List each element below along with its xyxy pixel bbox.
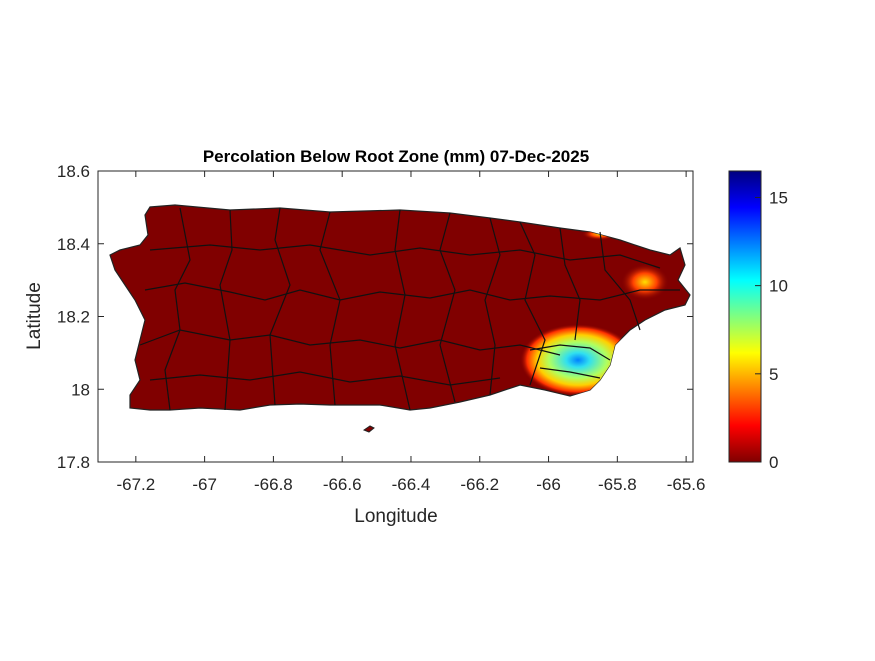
x-tick-label: -67 (192, 475, 217, 494)
colorbar-tick-label: 5 (769, 365, 778, 384)
municipality-boundary (219, 209, 233, 411)
small-island (362, 425, 375, 433)
island (109, 204, 691, 433)
x-tick-label: -66.8 (254, 475, 293, 494)
colorbar-tick-label: 0 (769, 453, 778, 472)
y-tick-label: 18.6 (57, 162, 90, 181)
municipality-boundary (529, 344, 611, 361)
municipality-boundary (559, 227, 581, 341)
municipality-boundary (519, 221, 546, 386)
x-axis-label: Longitude (354, 506, 437, 527)
municipality-boundary (269, 207, 291, 406)
x-tick-label: -65.8 (598, 475, 637, 494)
colorbar-tick-label: 10 (769, 277, 788, 296)
colorbar-gradient (728, 170, 762, 463)
chart-title: Percolation Below Root Zone (mm) 07-Dec-… (203, 147, 589, 166)
y-tick-label: 18.4 (57, 235, 90, 254)
municipality-boundary (149, 244, 661, 269)
municipality-boundary (394, 209, 411, 411)
municipality-boundary (539, 367, 601, 379)
y-axis-label: Latitude (24, 282, 45, 350)
hotspot-northeast (621, 264, 669, 300)
y-axis: 17.8 18 18.2 18.4 18.6 (57, 162, 693, 472)
colorbar: 0 5 10 15 (728, 170, 788, 472)
x-tick-label: -66.4 (392, 475, 431, 494)
y-tick-label: 18 (71, 380, 90, 399)
y-tick-label: 18.2 (57, 308, 90, 327)
municipality-boundary (149, 371, 501, 386)
x-axis: -67.2 -67 -66.8 -66.6 -66.4 -66.2 -66 -65.8 -65.… (116, 171, 705, 494)
x-tick-label: -66.6 (323, 475, 362, 494)
colorbar-tick-label: 15 (769, 188, 788, 207)
x-tick-label: -66.2 (460, 475, 499, 494)
y-tick-label: 17.8 (57, 453, 90, 472)
municipality-boundary (164, 207, 191, 411)
municipality-boundary (599, 231, 641, 331)
x-tick-label: -65.6 (667, 475, 706, 494)
municipality-boundaries (139, 207, 680, 411)
municipality-boundary (439, 212, 456, 403)
x-tick-label: -67.2 (116, 475, 155, 494)
municipality-boundary (319, 211, 341, 406)
municipality-boundary (484, 217, 501, 396)
municipality-boundary (139, 329, 561, 356)
x-tick-label: -66 (536, 475, 561, 494)
